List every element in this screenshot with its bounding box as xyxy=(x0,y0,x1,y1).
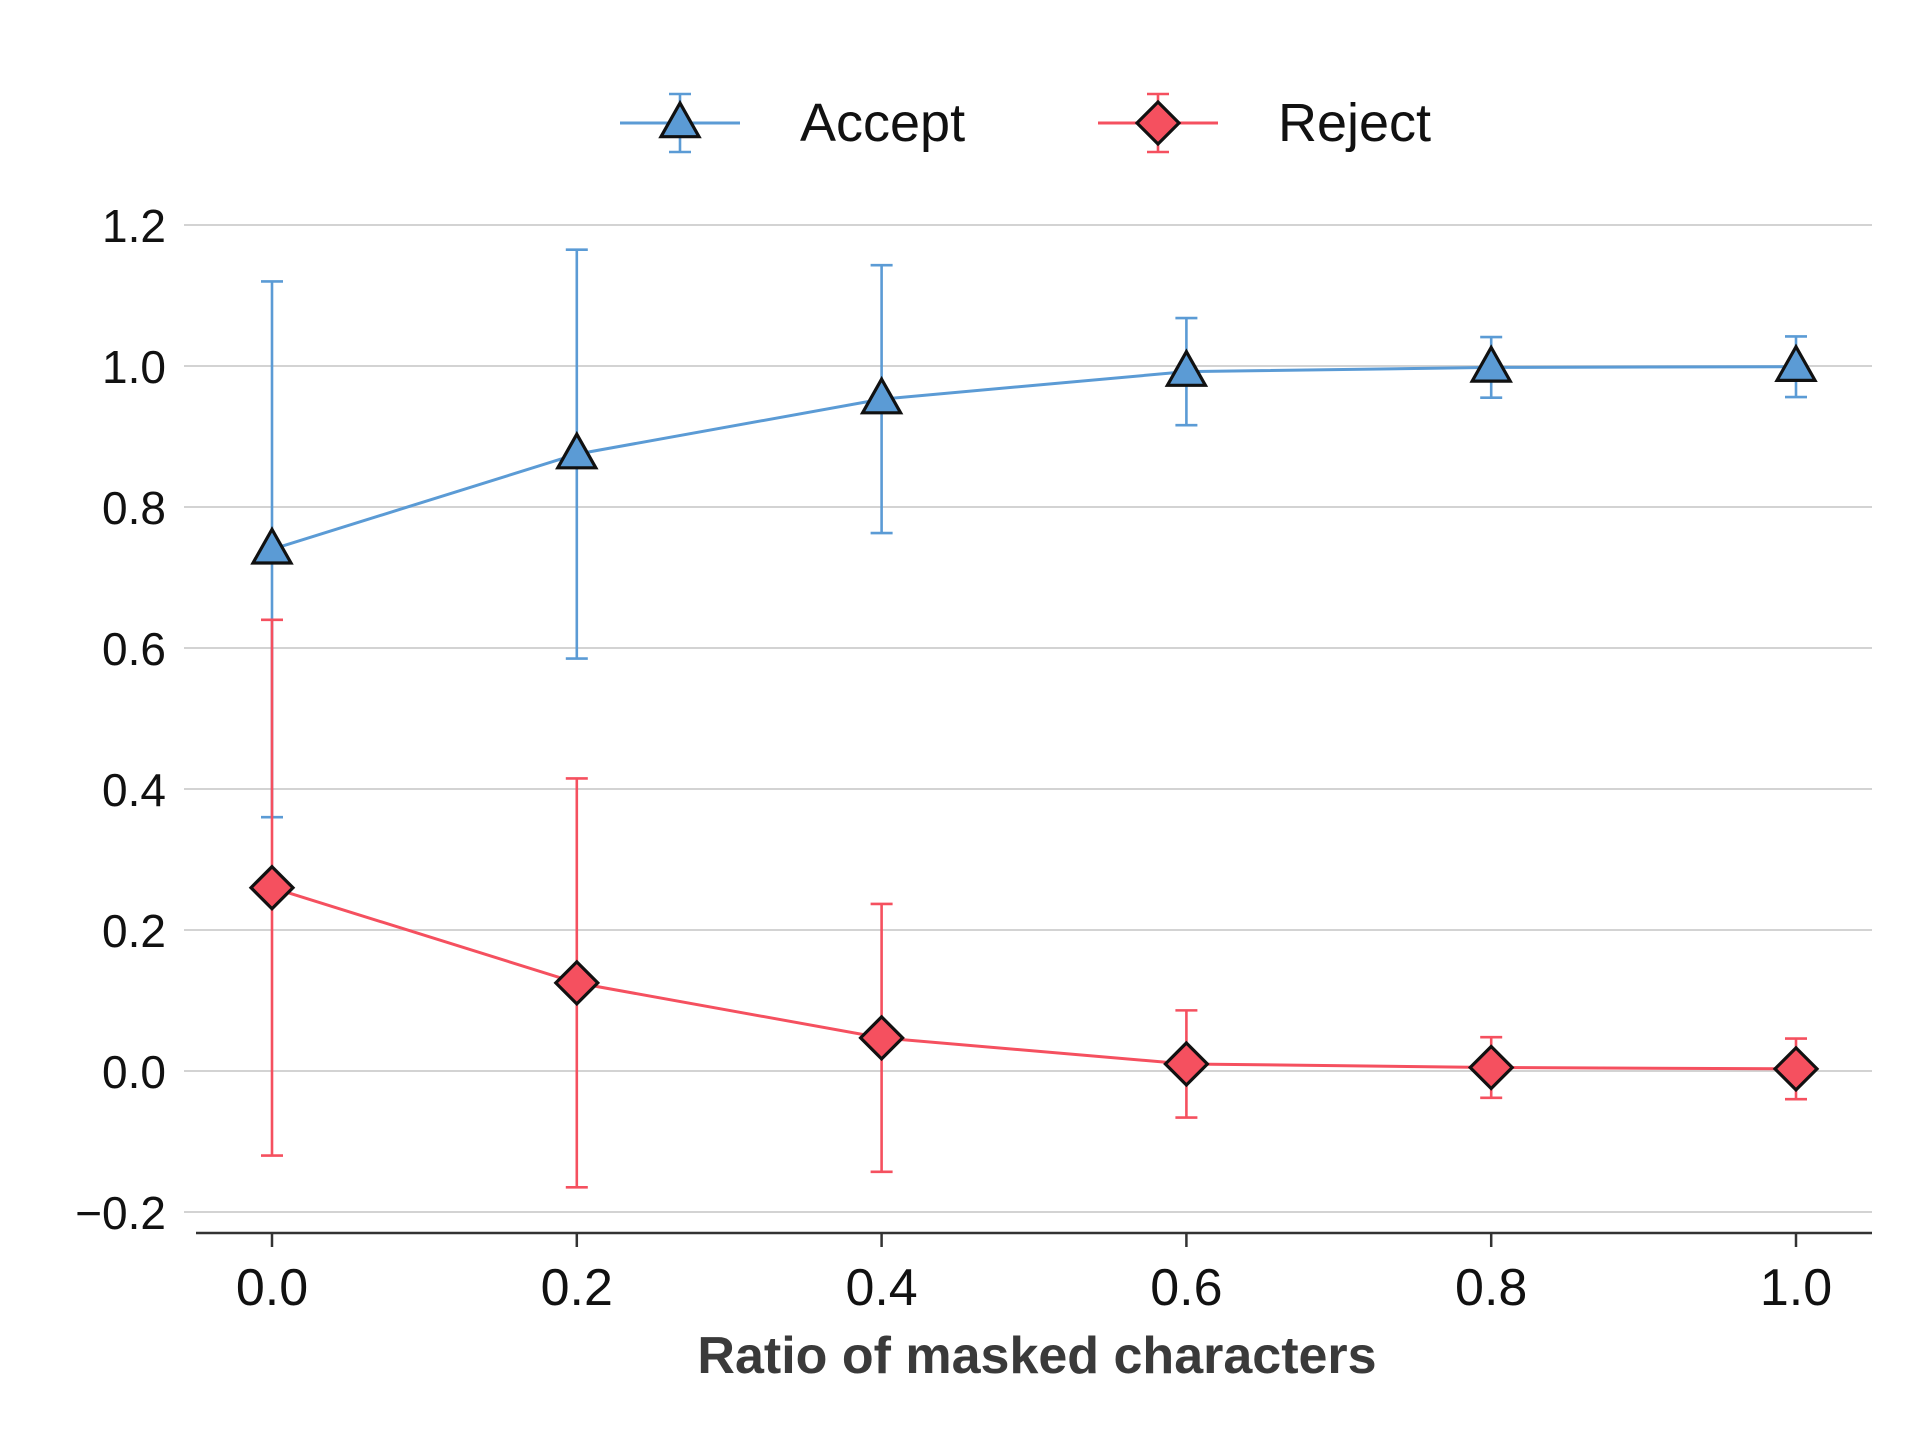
y-tick-label: −0.2 xyxy=(75,1187,166,1239)
data-point xyxy=(555,430,599,470)
legend-marker xyxy=(658,99,702,139)
data-point xyxy=(248,864,296,911)
legend: Accept Reject xyxy=(620,92,1431,154)
data-point xyxy=(858,1014,905,1062)
legend-label: Reject xyxy=(1278,93,1431,153)
y-tick-label: 0.0 xyxy=(102,1046,166,1098)
axis-layer: −0.2 0.0 0.2 0.4 0.6 0.8 1.0 1.2 0.0 0.2 0.4 0.6 0.8… xyxy=(75,200,1872,1317)
x-tick-label: 0.4 xyxy=(845,1259,917,1317)
data-point xyxy=(1469,344,1513,383)
x-tick-label: 0.6 xyxy=(1150,1259,1222,1317)
series-line xyxy=(271,886,1797,1071)
x-tick-label: 0.8 xyxy=(1455,1259,1527,1317)
y-tick-label: 0.8 xyxy=(102,482,166,534)
series-reject xyxy=(248,618,1820,1189)
x-tick-label: 0.0 xyxy=(236,1259,308,1317)
data-point xyxy=(553,959,601,1007)
x-tick-label: 0.2 xyxy=(541,1259,613,1317)
series-line xyxy=(271,365,1797,551)
y-tick-label: 0.4 xyxy=(102,764,166,816)
data-point xyxy=(859,375,904,415)
y-tick-label: 1.0 xyxy=(102,341,166,393)
y-tick-label: 1.2 xyxy=(102,200,166,252)
grid-layer xyxy=(196,224,1872,1213)
data-point xyxy=(1772,1045,1820,1093)
data-point xyxy=(1774,343,1818,382)
legend-marker xyxy=(1134,99,1182,147)
data-point xyxy=(1164,348,1209,387)
x-tick-label: 1.0 xyxy=(1760,1259,1832,1317)
data-point xyxy=(1467,1044,1515,1091)
legend-label: Accept xyxy=(800,93,965,153)
x-axis-title: Ratio of masked characters xyxy=(697,1327,1376,1385)
y-tick-label: 0.6 xyxy=(102,623,166,675)
series-layer xyxy=(248,248,1820,1189)
legend-item-accept: Accept xyxy=(620,92,965,154)
series-accept xyxy=(250,248,1818,819)
legend-item-reject: Reject xyxy=(1098,92,1431,154)
y-tick-label: 0.2 xyxy=(102,905,166,957)
data-point xyxy=(250,526,294,565)
data-point xyxy=(1163,1040,1210,1088)
